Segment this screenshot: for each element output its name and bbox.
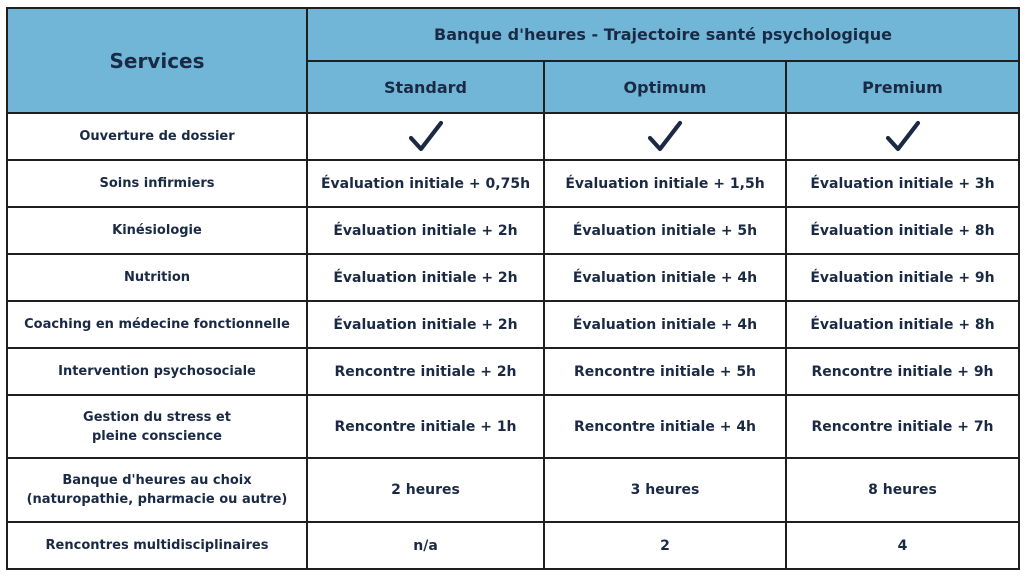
service-cell: Intervention psychosociale xyxy=(6,347,308,396)
plan-header-premium: Premium xyxy=(785,60,1020,114)
table-row: Kinésiologie Évaluation initiale + 2h Éval… xyxy=(6,206,1020,255)
value-cell-optimum xyxy=(543,112,787,161)
value-cell-premium: 4 xyxy=(785,521,1020,570)
value-cell-optimum: Évaluation initiale + 4h xyxy=(543,300,787,349)
value-cell-optimum: Rencontre initiale + 5h xyxy=(543,347,787,396)
value-label: Évaluation initiale + 2h xyxy=(333,222,518,239)
value-label: Rencontre initiale + 5h xyxy=(573,363,757,380)
value-label: n/a xyxy=(413,537,438,554)
table-row: Soins infirmiers Évaluation initiale + 0,… xyxy=(6,159,1020,208)
table-row: Coaching en médecine fonctionnelle Évalua… xyxy=(6,300,1020,349)
value-label: Évaluation initiale + 4h xyxy=(572,316,758,333)
value-cell-standard: Évaluation initiale + 0,75h xyxy=(306,159,545,208)
service-label: Rencontres multidisciplinaires xyxy=(45,538,269,553)
value-cell-standard: 2 heures xyxy=(306,457,545,523)
service-label: Ouverture de dossier xyxy=(79,129,235,144)
value-label: Évaluation initiale + 8h xyxy=(810,316,995,333)
service-cell: Soins infirmiers xyxy=(6,159,308,208)
value-cell-premium: 8 heures xyxy=(785,457,1020,523)
service-cell: Nutrition xyxy=(6,253,308,302)
table-body: Ouverture de dossier Soins infirmiers Éval… xyxy=(6,112,1020,570)
value-label: 4 xyxy=(897,537,908,554)
checkmark-icon xyxy=(408,120,443,151)
checkmark-icon xyxy=(647,120,683,151)
service-cell: Ouverture de dossier xyxy=(6,112,308,161)
value-label: Évaluation initiale + 2h xyxy=(333,316,518,333)
service-label: (naturopathie, pharmacie ou autre) xyxy=(26,492,288,507)
plan-header-standard: Standard xyxy=(306,60,545,114)
table-row: Intervention psychosociale Rencontre init… xyxy=(6,347,1020,396)
table-title: Banque d'heures - Trajectoire santé psyc… xyxy=(306,7,1020,62)
value-cell-standard xyxy=(306,112,545,161)
value-label: 2 xyxy=(660,537,670,554)
value-label: 3 heures xyxy=(630,482,700,498)
value-cell-standard: Rencontre initiale + 1h xyxy=(306,394,545,459)
value-cell-optimum: Évaluation initiale + 1,5h xyxy=(543,159,787,208)
value-cell-premium: Évaluation initiale + 8h xyxy=(785,300,1020,349)
service-cell: Gestion du stress et pleine conscience xyxy=(6,394,308,459)
value-label: Évaluation initiale + 3h xyxy=(810,175,995,192)
value-cell-optimum: 2 xyxy=(543,521,787,570)
value-cell-premium: Évaluation initiale + 9h xyxy=(785,253,1020,302)
table-row: Gestion du stress et pleine conscience Ren… xyxy=(6,394,1020,459)
value-label: Évaluation initiale + 4h xyxy=(572,269,758,286)
service-label: Gestion du stress et xyxy=(83,409,231,425)
service-label: Kinésiologie xyxy=(112,223,202,238)
value-cell-standard: Évaluation initiale + 2h xyxy=(306,206,545,255)
value-cell-premium: Évaluation initiale + 8h xyxy=(785,206,1020,255)
value-label: Évaluation initiale + 5h xyxy=(572,222,758,239)
value-label: Rencontre initiale + 1h xyxy=(334,418,517,435)
service-label: Soins infirmiers xyxy=(99,176,215,191)
value-cell-premium: Évaluation initiale + 3h xyxy=(785,159,1020,208)
services-header: Services xyxy=(6,7,308,114)
service-label: Banque d'heures au choix xyxy=(62,473,252,488)
value-label: 8 heures xyxy=(868,482,937,498)
plan-header-optimum: Optimum xyxy=(543,60,787,114)
value-label: Évaluation initiale + 0,75h xyxy=(320,175,531,192)
table-row: Nutrition Évaluation initiale + 2h Évaluat… xyxy=(6,253,1020,302)
value-cell-standard: Rencontre initiale + 2h xyxy=(306,347,545,396)
value-label: Rencontre initiale + 9h xyxy=(811,363,994,380)
value-label: Rencontre initiale + 4h xyxy=(573,418,757,435)
value-label: 2 heures xyxy=(391,482,460,498)
value-cell-optimum: Rencontre initiale + 4h xyxy=(543,394,787,459)
value-cell-standard: Évaluation initiale + 2h xyxy=(306,300,545,349)
checkmark-icon xyxy=(885,120,920,151)
pricing-table-container: Services Banque d'heures - Trajectoire s… xyxy=(6,7,1020,570)
service-cell: Kinésiologie xyxy=(6,206,308,255)
value-cell-premium: Rencontre initiale + 7h xyxy=(785,394,1020,459)
table-row: Banque d'heures au choix (naturopathie, p… xyxy=(6,457,1020,523)
table-row: Ouverture de dossier xyxy=(6,112,1020,161)
value-cell-standard: Évaluation initiale + 2h xyxy=(306,253,545,302)
value-label: Évaluation initiale + 1,5h xyxy=(565,175,765,192)
value-cell-optimum: 3 heures xyxy=(543,457,787,523)
value-cell-optimum: Évaluation initiale + 4h xyxy=(543,253,787,302)
table-row: Rencontres multidisciplinaires n/a 2 4 xyxy=(6,521,1020,570)
service-cell: Coaching en médecine fonctionnelle xyxy=(6,300,308,349)
value-cell-optimum: Évaluation initiale + 5h xyxy=(543,206,787,255)
value-label: Évaluation initiale + 2h xyxy=(333,269,518,286)
service-cell: Rencontres multidisciplinaires xyxy=(6,521,308,570)
value-label: Évaluation initiale + 9h xyxy=(810,269,995,286)
value-label: Évaluation initiale + 8h xyxy=(810,222,995,239)
value-cell-standard: n/a xyxy=(306,521,545,570)
value-label: Rencontre initiale + 2h xyxy=(334,363,517,380)
service-cell: Banque d'heures au choix (naturopathie, p… xyxy=(6,457,308,523)
value-cell-premium xyxy=(785,112,1020,161)
service-label: pleine conscience xyxy=(91,428,223,444)
value-cell-premium: Rencontre initiale + 9h xyxy=(785,347,1020,396)
pricing-table: Services Banque d'heures - Trajectoire s… xyxy=(6,7,1020,570)
service-label: Coaching en médecine fonctionnelle xyxy=(24,317,290,332)
value-label: Rencontre initiale + 7h xyxy=(811,418,994,435)
service-label: Nutrition xyxy=(123,270,191,285)
service-label: Intervention psychosociale xyxy=(58,364,256,379)
